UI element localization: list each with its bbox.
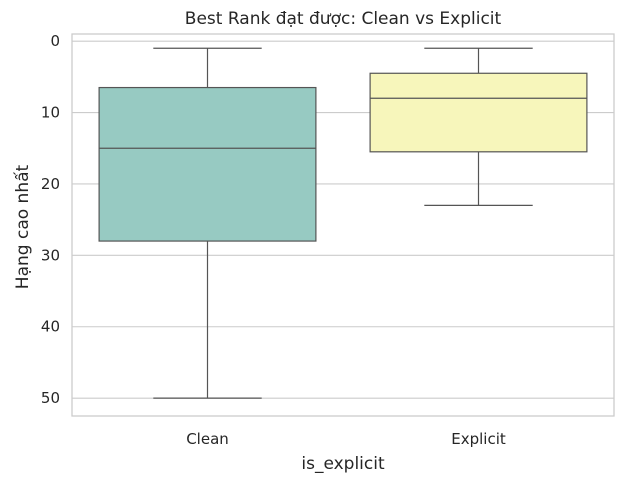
y-tick-0: 0	[50, 32, 60, 50]
x-tick-clean: Clean	[186, 430, 229, 448]
box-explicit	[369, 47, 588, 206]
y-tick-labels: 0 10 20 30 40 50	[41, 32, 60, 407]
iqr-box-clean	[98, 86, 317, 242]
y-axis-label: Hạng cao nhất	[12, 164, 33, 289]
x-tick-explicit: Explicit	[451, 430, 506, 448]
y-tick-20: 20	[41, 175, 60, 193]
chart-title: Best Rank đạt được: Clean vs Explicit	[185, 9, 502, 29]
y-tick-40: 40	[41, 318, 60, 336]
y-tick-50: 50	[41, 389, 60, 407]
y-tick-30: 30	[41, 246, 60, 264]
iqr-box-explicit	[369, 72, 588, 153]
plot-frame	[71, 33, 615, 417]
x-tick-labels: Clean Explicit	[186, 430, 506, 448]
y-tick-10: 10	[41, 104, 60, 122]
box-clean	[98, 47, 317, 399]
x-axis-label: is_explicit	[301, 454, 385, 474]
boxes-layer	[98, 47, 588, 399]
